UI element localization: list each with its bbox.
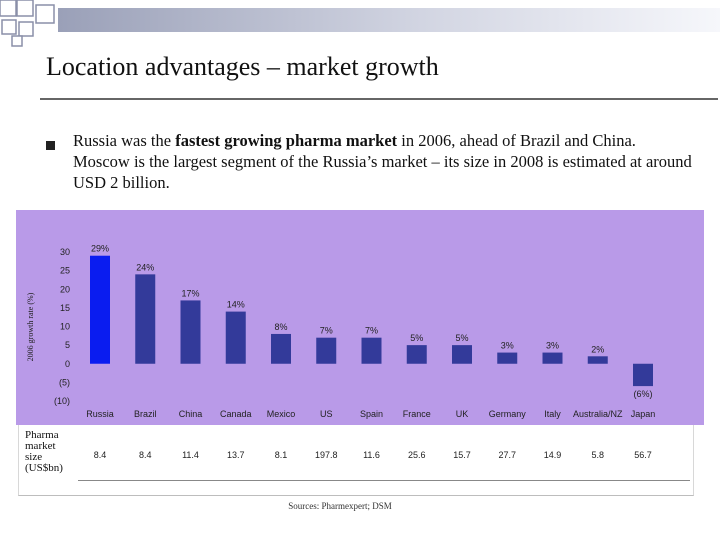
category-label: France bbox=[403, 409, 431, 419]
market-size-divider bbox=[78, 480, 690, 481]
category-label: Brazil bbox=[134, 409, 157, 419]
y-tick-label: 25 bbox=[60, 266, 70, 276]
bar-spain bbox=[361, 337, 382, 364]
data-label: 17% bbox=[181, 288, 199, 298]
market-size-value: 13.7 bbox=[227, 450, 245, 460]
data-label: 3% bbox=[546, 341, 559, 351]
market-size-value: 11.4 bbox=[182, 450, 199, 460]
bullet-text-end: in 2006, ahead of Brazil and China. Mosc… bbox=[73, 131, 692, 192]
bar-australia-nz bbox=[587, 356, 608, 364]
category-label: Germany bbox=[489, 409, 527, 419]
category-label: Japan bbox=[631, 409, 656, 419]
bar-france bbox=[406, 345, 427, 364]
market-size-value: 56.7 bbox=[634, 450, 652, 460]
category-label: Spain bbox=[360, 409, 383, 419]
y-tick-label: 10 bbox=[60, 322, 70, 332]
data-label: 5% bbox=[410, 333, 423, 343]
market-size-value: 15.7 bbox=[453, 450, 471, 460]
data-label: (6%) bbox=[633, 389, 652, 399]
category-label: Italy bbox=[544, 409, 561, 419]
bar-uk bbox=[452, 345, 472, 364]
bar-mexico bbox=[271, 333, 291, 364]
data-label: 8% bbox=[274, 322, 287, 332]
title-divider bbox=[40, 98, 718, 100]
market-size-value: 197.8 bbox=[315, 450, 338, 460]
market-size-value: 14.9 bbox=[544, 450, 562, 460]
header-decoration bbox=[0, 0, 720, 47]
data-label: 7% bbox=[365, 326, 378, 336]
data-label: 7% bbox=[320, 326, 333, 336]
y-axis-label: 2006 growth rate (%) bbox=[26, 292, 35, 361]
category-label: China bbox=[179, 409, 203, 419]
category-label: Russia bbox=[86, 409, 114, 419]
chart-background bbox=[16, 210, 704, 425]
data-label: 14% bbox=[227, 300, 245, 310]
y-tick-label: (5) bbox=[59, 377, 70, 387]
category-label: Canada bbox=[220, 409, 252, 419]
source-note: Sources: Pharmexpert; DSM bbox=[288, 501, 392, 511]
y-tick-label: 0 bbox=[65, 359, 70, 369]
y-tick-label: (10) bbox=[54, 396, 70, 406]
market-size-value: 5.8 bbox=[591, 450, 604, 460]
bullet-text: Russia was the fastest growing pharma ma… bbox=[73, 130, 693, 193]
bullet-square-icon bbox=[46, 141, 55, 150]
bar-us bbox=[316, 337, 337, 364]
bar-canada bbox=[225, 311, 246, 364]
data-label: 2% bbox=[591, 344, 604, 354]
bar-brazil bbox=[135, 274, 156, 364]
data-label: 3% bbox=[501, 341, 514, 351]
y-tick-label: 5 bbox=[65, 340, 70, 350]
category-label: US bbox=[320, 409, 333, 419]
y-tick-label: 30 bbox=[60, 247, 70, 257]
market-size-value: 8.4 bbox=[139, 450, 152, 460]
data-label: 24% bbox=[136, 262, 154, 272]
bar-germany bbox=[497, 352, 518, 364]
bar-china bbox=[180, 300, 201, 364]
market-size-value: 25.6 bbox=[408, 450, 426, 460]
category-label: Australia/NZ bbox=[573, 409, 623, 419]
bar-russia bbox=[90, 255, 110, 364]
y-tick-label: 15 bbox=[60, 303, 70, 313]
market-size-value: 11.6 bbox=[363, 450, 380, 460]
bullet-text-start: Russia was the bbox=[73, 131, 176, 150]
data-label: 5% bbox=[455, 333, 468, 343]
data-label: 29% bbox=[91, 244, 109, 254]
bullet-text-bold: fastest growing pharma market bbox=[175, 131, 398, 150]
category-label: UK bbox=[456, 409, 469, 419]
market-size-value: 27.7 bbox=[498, 450, 516, 460]
market-size-value: 8.1 bbox=[275, 450, 288, 460]
y-tick-label: 20 bbox=[60, 284, 70, 294]
market-size-label: Pharma market size (US$bn) bbox=[25, 429, 63, 474]
bar-italy bbox=[542, 352, 563, 364]
market-size-value: 8.4 bbox=[94, 450, 107, 460]
category-label: Mexico bbox=[267, 409, 296, 419]
slide-title: Location advantages – market growth bbox=[46, 52, 439, 81]
bar-japan bbox=[633, 363, 653, 387]
